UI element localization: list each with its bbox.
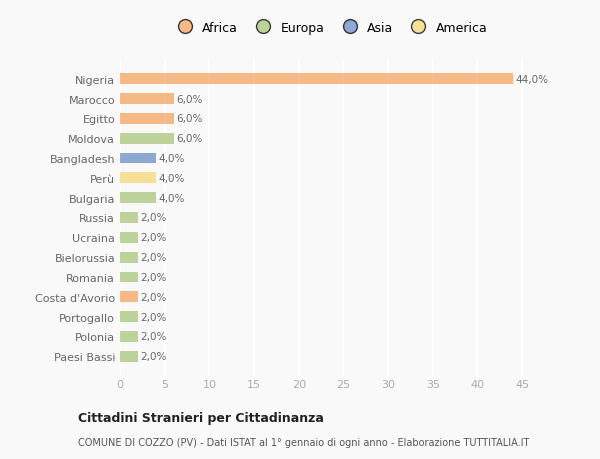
Bar	[120, 351, 138, 362]
Text: 6,0%: 6,0%	[176, 94, 203, 104]
Text: 2,0%: 2,0%	[140, 352, 167, 362]
Text: 4,0%: 4,0%	[158, 174, 185, 184]
Bar	[120, 213, 138, 224]
Bar	[120, 134, 173, 144]
Legend: Africa, Europa, Asia, America: Africa, Europa, Asia, America	[172, 22, 488, 34]
Text: 4,0%: 4,0%	[158, 154, 185, 164]
Text: COMUNE DI COZZO (PV) - Dati ISTAT al 1° gennaio di ogni anno - Elaborazione TUTT: COMUNE DI COZZO (PV) - Dati ISTAT al 1° …	[78, 437, 529, 448]
Bar	[120, 331, 138, 342]
Bar	[120, 312, 138, 322]
Text: 2,0%: 2,0%	[140, 233, 167, 243]
Text: 2,0%: 2,0%	[140, 272, 167, 282]
Text: 2,0%: 2,0%	[140, 252, 167, 263]
Bar	[120, 272, 138, 283]
Bar	[120, 94, 173, 105]
Bar	[120, 232, 138, 243]
Text: 2,0%: 2,0%	[140, 213, 167, 223]
Bar	[120, 153, 156, 164]
Text: 6,0%: 6,0%	[176, 134, 203, 144]
Bar	[120, 114, 173, 124]
Text: 2,0%: 2,0%	[140, 312, 167, 322]
Text: 4,0%: 4,0%	[158, 193, 185, 203]
Text: 44,0%: 44,0%	[516, 74, 549, 84]
Bar	[120, 252, 138, 263]
Text: Cittadini Stranieri per Cittadinanza: Cittadini Stranieri per Cittadinanza	[78, 412, 324, 425]
Bar	[120, 193, 156, 204]
Text: 2,0%: 2,0%	[140, 292, 167, 302]
Bar	[120, 292, 138, 302]
Bar	[120, 74, 513, 85]
Bar	[120, 173, 156, 184]
Text: 6,0%: 6,0%	[176, 114, 203, 124]
Text: 2,0%: 2,0%	[140, 332, 167, 342]
